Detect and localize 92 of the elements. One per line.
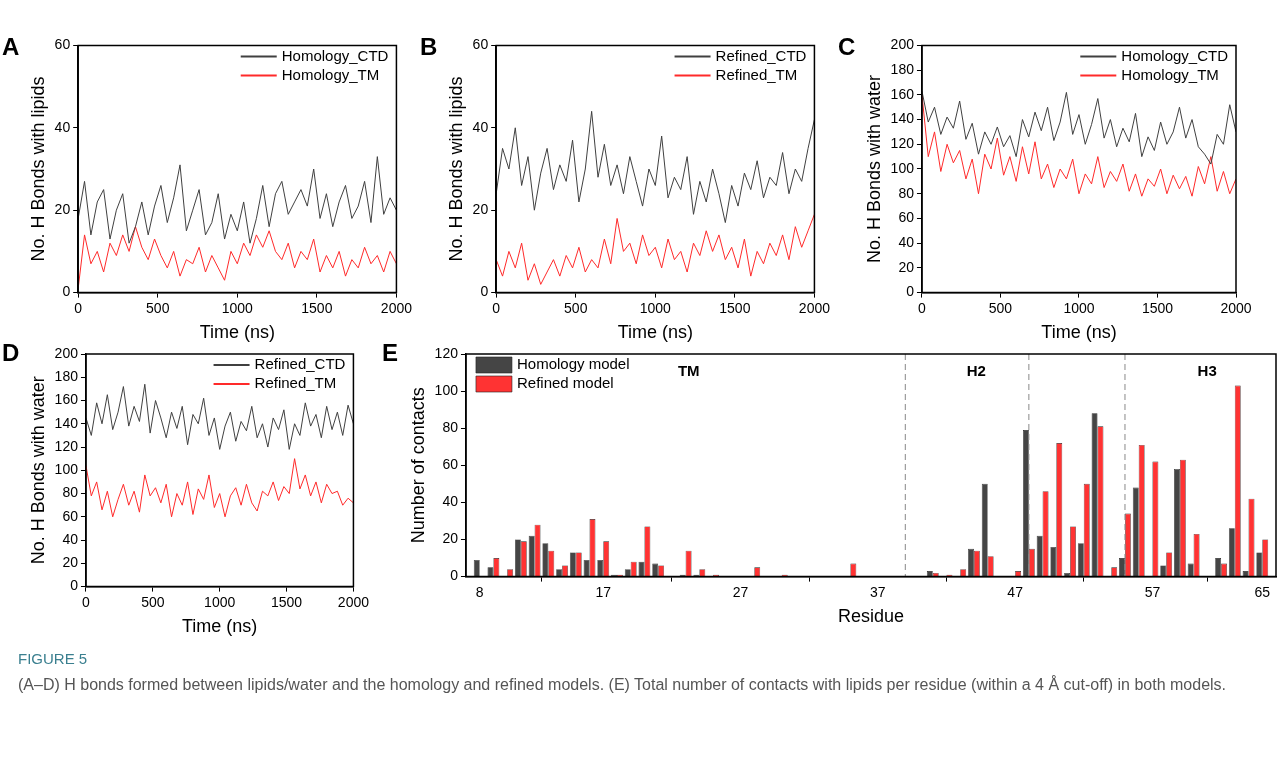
y-tick-label: 40 bbox=[898, 234, 915, 251]
x-tick-label: 27 bbox=[732, 583, 749, 600]
legend-label: Homology model bbox=[516, 355, 630, 373]
y-tick-label: 200 bbox=[54, 344, 79, 361]
x-tick-label: 0 bbox=[82, 593, 91, 610]
x-tick-label: 500 bbox=[141, 593, 165, 610]
y-axis-title: Number of contacts bbox=[407, 387, 428, 544]
y-tick-label: 60 bbox=[54, 36, 71, 53]
y-tick-label: 20 bbox=[442, 530, 459, 547]
x-tick-label: 8 bbox=[475, 583, 484, 600]
y-tick-label: 40 bbox=[54, 118, 71, 135]
x-axis-title: Time (ns) bbox=[199, 322, 275, 343]
x-tick-label: 37 bbox=[870, 583, 886, 600]
annotation: TM bbox=[677, 362, 700, 380]
y-tick-label: 60 bbox=[62, 507, 79, 524]
x-tick-label: 1500 bbox=[1141, 299, 1174, 316]
x-tick-label: 0 bbox=[492, 299, 501, 316]
y-tick-label: 40 bbox=[472, 118, 489, 135]
x-tick-label: 1000 bbox=[639, 299, 672, 316]
annotation: H2 bbox=[966, 362, 986, 380]
legend-label: Homology_CTD bbox=[1121, 46, 1229, 64]
legend-label: Refined_TM bbox=[715, 65, 798, 83]
x-tick-label: 1000 bbox=[204, 593, 236, 610]
x-tick-label: 17 bbox=[595, 583, 612, 600]
y-tick-label: 60 bbox=[442, 456, 459, 473]
y-tick-label: 20 bbox=[472, 201, 489, 218]
chart-title: A bbox=[2, 32, 20, 60]
y-tick-label: 120 bbox=[890, 135, 915, 152]
y-tick-label: 80 bbox=[898, 184, 915, 201]
legend-label: Refined_TM bbox=[254, 374, 337, 392]
caption: FIGURE 5 bbox=[18, 650, 89, 667]
y-tick-label: 20 bbox=[54, 201, 71, 218]
x-tick-label: 47 bbox=[1007, 583, 1024, 600]
y-tick-label: 40 bbox=[442, 493, 459, 510]
y-tick-label: 200 bbox=[890, 36, 915, 53]
y-tick-label: 180 bbox=[54, 368, 79, 385]
y-tick-label: 0 bbox=[450, 567, 459, 584]
x-tick-label: 2000 bbox=[337, 593, 370, 610]
x-tick-label: 1000 bbox=[221, 299, 254, 316]
x-tick-label: 1500 bbox=[719, 299, 751, 316]
y-tick-label: 80 bbox=[442, 419, 459, 436]
y-tick-label: 0 bbox=[480, 283, 489, 300]
y-tick-label: 140 bbox=[54, 414, 79, 431]
y-tick-label: 20 bbox=[62, 554, 79, 571]
y-axis-title: No. H Bonds with water bbox=[27, 376, 48, 565]
y-tick-label: 120 bbox=[54, 437, 79, 454]
y-tick-label: 60 bbox=[898, 209, 915, 226]
legend-label: Homology_CTD bbox=[281, 46, 389, 64]
chart-title: E bbox=[382, 338, 399, 366]
x-tick-label: 1500 bbox=[301, 299, 333, 316]
y-tick-label: 80 bbox=[62, 484, 79, 501]
x-tick-label: 500 bbox=[146, 299, 170, 316]
chart-title: B bbox=[420, 32, 438, 60]
y-tick-label: 0 bbox=[906, 283, 915, 300]
legend-label: Homology_TM bbox=[281, 65, 380, 83]
x-axis-title: Time (ns) bbox=[1041, 322, 1117, 343]
y-tick-label: 160 bbox=[890, 85, 915, 102]
y-tick-label: 100 bbox=[434, 381, 459, 398]
x-tick-label: 65 bbox=[1254, 583, 1271, 600]
y-axis-title: No. H Bonds with lipids bbox=[27, 76, 48, 262]
x-axis-title: Time (ns) bbox=[182, 616, 258, 637]
x-axis-title: Residue bbox=[837, 606, 904, 627]
x-tick-label: 2000 bbox=[380, 299, 413, 316]
annotation: H3 bbox=[1197, 362, 1217, 380]
y-tick-label: 100 bbox=[890, 159, 915, 176]
y-tick-label: 40 bbox=[62, 530, 79, 547]
legend-label: Refined_CTD bbox=[254, 355, 346, 373]
legend-label: Refined model bbox=[516, 374, 614, 392]
y-tick-label: 180 bbox=[890, 60, 915, 77]
x-tick-label: 1000 bbox=[1063, 299, 1095, 316]
legend-label: Homology_TM bbox=[1121, 65, 1219, 83]
legend-label: Refined_CTD bbox=[715, 46, 807, 64]
x-tick-label: 1500 bbox=[270, 593, 303, 610]
x-tick-label: 500 bbox=[988, 299, 1013, 316]
text: (A–D) H bonds formed between lipids/water and the homology and refined models. (E) Total number of contacts with lipids per residue (within a 4 Å cut-off) in both models. bbox=[18, 674, 1228, 695]
x-tick-label: 2000 bbox=[1220, 299, 1252, 316]
y-tick-label: 0 bbox=[62, 283, 71, 300]
x-axis-title: Time (ns) bbox=[617, 322, 693, 343]
x-tick-label: 500 bbox=[564, 299, 588, 316]
y-axis-title: No. H Bonds with water bbox=[863, 74, 884, 264]
y-tick-label: 20 bbox=[898, 258, 915, 275]
y-tick-label: 60 bbox=[472, 36, 489, 53]
x-tick-label: 2000 bbox=[798, 299, 831, 316]
x-tick-label: 57 bbox=[1144, 583, 1161, 600]
y-tick-label: 140 bbox=[890, 110, 915, 127]
y-tick-label: 160 bbox=[54, 391, 79, 408]
chart-title: C bbox=[838, 32, 856, 60]
y-tick-label: 120 bbox=[434, 344, 459, 361]
y-tick-label: 100 bbox=[54, 461, 79, 478]
x-tick-label: 0 bbox=[918, 299, 927, 316]
chart-title: D bbox=[2, 338, 20, 366]
y-axis-title: No. H Bonds with lipids bbox=[445, 76, 466, 262]
